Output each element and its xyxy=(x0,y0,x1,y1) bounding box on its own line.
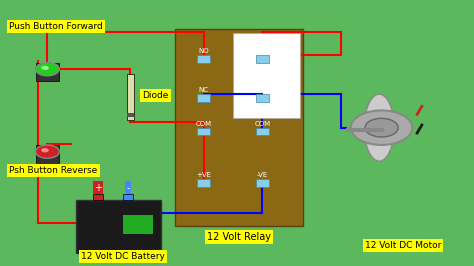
Text: NO: NO xyxy=(198,48,209,54)
Text: Psh Button Reverse: Psh Button Reverse xyxy=(9,166,98,175)
Bar xyxy=(93,194,103,200)
Bar xyxy=(123,194,133,200)
Text: Diode: Diode xyxy=(142,91,169,100)
Circle shape xyxy=(351,110,412,145)
Text: +VE: +VE xyxy=(196,172,211,178)
Bar xyxy=(36,63,59,81)
Text: NC: NC xyxy=(257,87,267,93)
Text: NC: NC xyxy=(199,87,209,93)
Text: COM: COM xyxy=(195,120,211,127)
Text: 12 Volt DC Battery: 12 Volt DC Battery xyxy=(81,252,164,261)
Circle shape xyxy=(365,118,398,137)
Text: NO: NO xyxy=(257,48,268,54)
Bar xyxy=(197,179,210,186)
Bar xyxy=(127,74,134,120)
Circle shape xyxy=(41,148,49,152)
Bar xyxy=(256,94,269,102)
Circle shape xyxy=(36,63,59,76)
Circle shape xyxy=(41,66,49,70)
Bar xyxy=(127,113,134,117)
Bar xyxy=(36,145,59,164)
Text: 12 Volt DC Motor: 12 Volt DC Motor xyxy=(365,241,441,250)
Bar xyxy=(175,29,303,226)
Circle shape xyxy=(36,145,59,158)
Bar xyxy=(197,128,210,135)
Bar xyxy=(76,200,161,253)
Text: -VE: -VE xyxy=(257,172,268,178)
Text: COM: COM xyxy=(255,120,271,127)
Text: Push Button Forward: Push Button Forward xyxy=(9,22,103,31)
Bar xyxy=(256,55,269,63)
Text: -: - xyxy=(126,183,129,193)
Bar xyxy=(123,215,153,234)
Bar xyxy=(197,55,210,63)
Text: 12 Volt Relay: 12 Volt Relay xyxy=(207,232,272,242)
Bar xyxy=(233,33,300,118)
Bar xyxy=(256,179,269,186)
Text: +: + xyxy=(94,183,102,193)
Bar xyxy=(256,128,269,135)
Ellipse shape xyxy=(365,94,394,161)
Bar xyxy=(197,94,210,102)
